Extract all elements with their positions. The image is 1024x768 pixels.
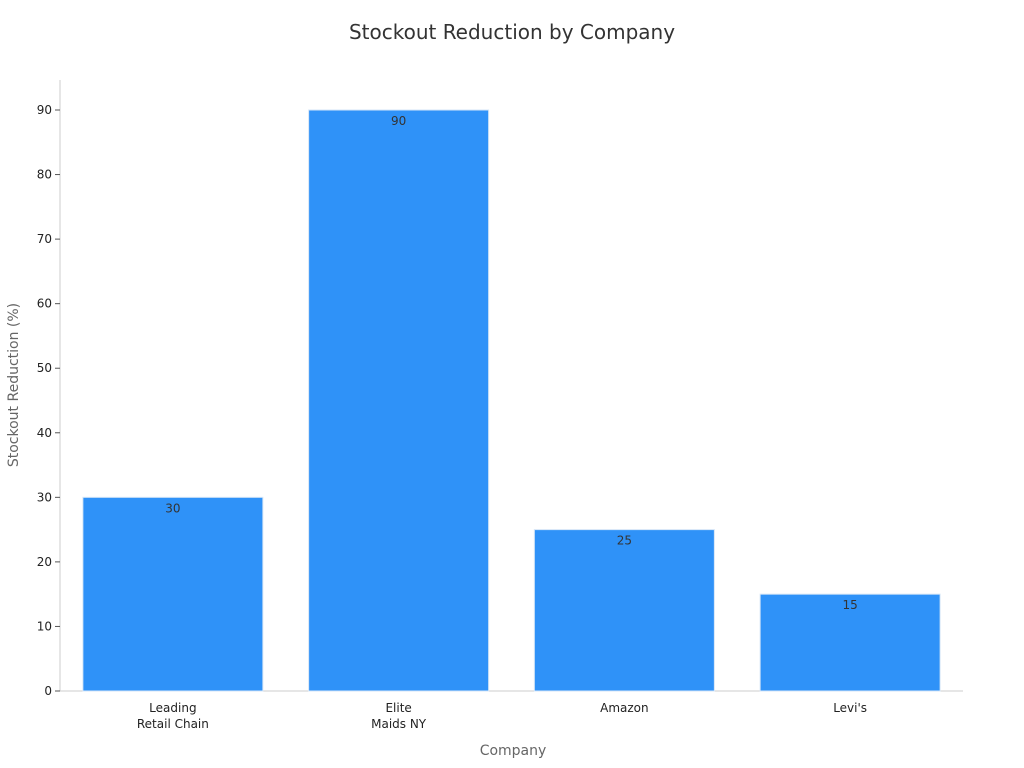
y-axis-title: Stockout Reduction (%) (6, 303, 22, 467)
data-labels: 30 90 25 15 (165, 114, 858, 612)
x-tick-label: Leading Retail Chain (137, 701, 209, 731)
bar (82, 496, 264, 692)
y-tick-label: 80 (37, 168, 52, 182)
chart-title: Stockout Reduction by Company (348, 20, 676, 44)
y-tick-label: 50 (37, 361, 52, 375)
x-axis-title: Company (480, 743, 547, 759)
y-tick-label: 90 (37, 103, 52, 117)
bar (533, 529, 715, 692)
bar-value-label: 30 (165, 501, 180, 515)
bar (759, 593, 941, 692)
x-axis: Leading Retail Chain Elite Maids NY Amazon Le… (60, 690, 963, 731)
bar-value-label: 25 (617, 534, 632, 548)
y-tick-label: 40 (37, 426, 52, 440)
bar-value-label: 15 (842, 598, 857, 612)
y-tick-label: 10 (37, 619, 52, 633)
bars (82, 109, 941, 692)
y-tick-label: 30 (37, 490, 52, 504)
bar-value-label: 90 (391, 114, 406, 128)
y-tick-label: 20 (37, 555, 52, 569)
y-axis: 0 10 20 30 40 50 60 70 80 90 (37, 80, 61, 698)
x-tick-label: Levi's (833, 701, 867, 715)
x-tick-label: Amazon (600, 701, 649, 715)
y-tick-label: 0 (44, 684, 52, 698)
x-tick-label: Elite Maids NY (371, 701, 427, 731)
y-tick-label: 70 (37, 232, 52, 246)
y-tick-label: 60 (37, 297, 52, 311)
bar (308, 109, 490, 692)
